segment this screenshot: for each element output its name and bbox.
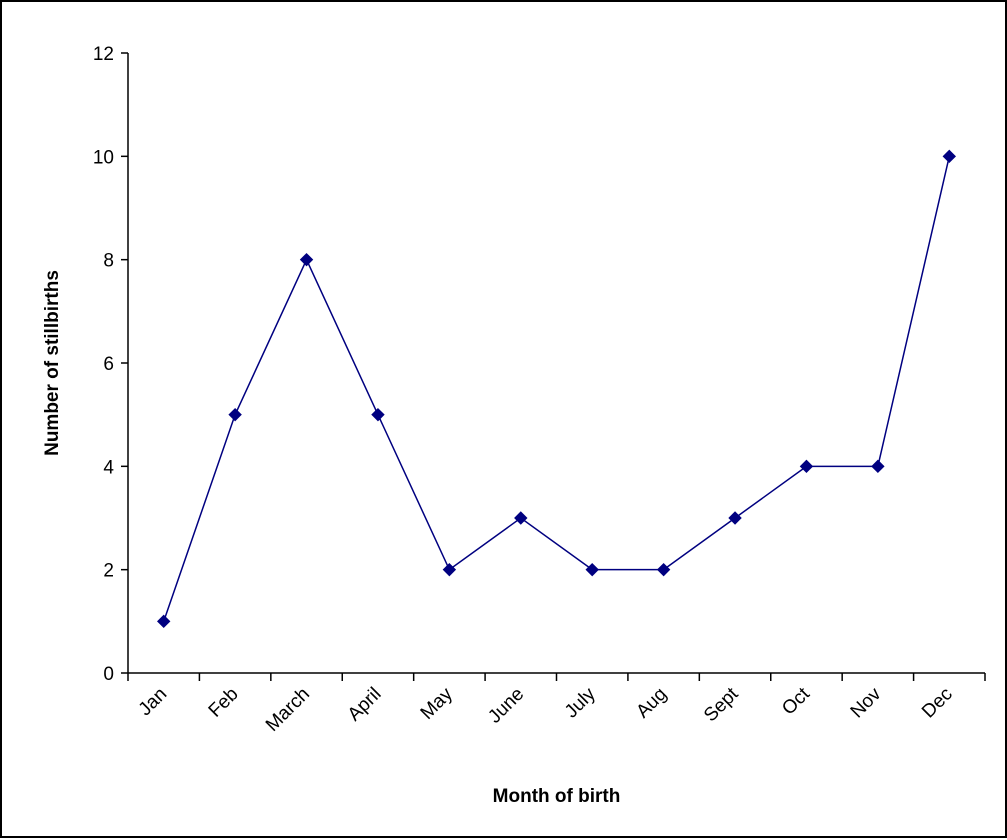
y-tick-label: 0 <box>103 664 114 685</box>
x-tick-label: June <box>484 684 528 728</box>
x-tick-label: March <box>262 684 314 736</box>
data-point <box>799 459 814 474</box>
data-point <box>942 149 956 164</box>
data-point <box>585 562 599 577</box>
y-tick-label: 8 <box>103 251 114 272</box>
data-point <box>371 407 385 422</box>
y-tick-label: 10 <box>93 147 114 168</box>
x-tick-label: May <box>417 683 458 724</box>
series-group <box>157 149 956 629</box>
x-ticks: Jan Feb March April May June July Aug Sept Oct Nov… <box>127 673 986 736</box>
y-ticks: 0 2 4 6 8 10 12 <box>93 44 128 685</box>
axes <box>127 53 985 674</box>
x-tick-label: Feb <box>205 684 243 722</box>
data-point <box>514 511 528 525</box>
x-tick-label: Dec <box>918 684 957 723</box>
series-line <box>162 156 951 622</box>
x-tick-label: April <box>344 684 386 726</box>
x-tick-label: Sept <box>700 683 743 726</box>
data-point <box>157 614 171 629</box>
x-tick-label: Aug <box>632 684 671 723</box>
y-tick-label: 2 <box>103 561 114 582</box>
data-point <box>442 562 457 577</box>
data-point <box>656 562 671 577</box>
x-axis-title: Month of birth <box>493 786 621 807</box>
y-axis-title: Number of stillbirths <box>42 270 63 456</box>
x-tick-label: Oct <box>778 683 814 719</box>
x-tick-label: Nov <box>847 683 886 722</box>
x-tick-label: Jan <box>135 684 172 721</box>
data-point <box>299 252 314 267</box>
y-tick-label: 12 <box>93 44 114 65</box>
data-point <box>728 511 742 525</box>
y-tick-label: 4 <box>103 457 114 478</box>
data-point <box>228 407 242 422</box>
data-point <box>871 459 885 474</box>
x-tick-label: July <box>561 683 600 722</box>
y-tick-label: 6 <box>103 354 114 375</box>
